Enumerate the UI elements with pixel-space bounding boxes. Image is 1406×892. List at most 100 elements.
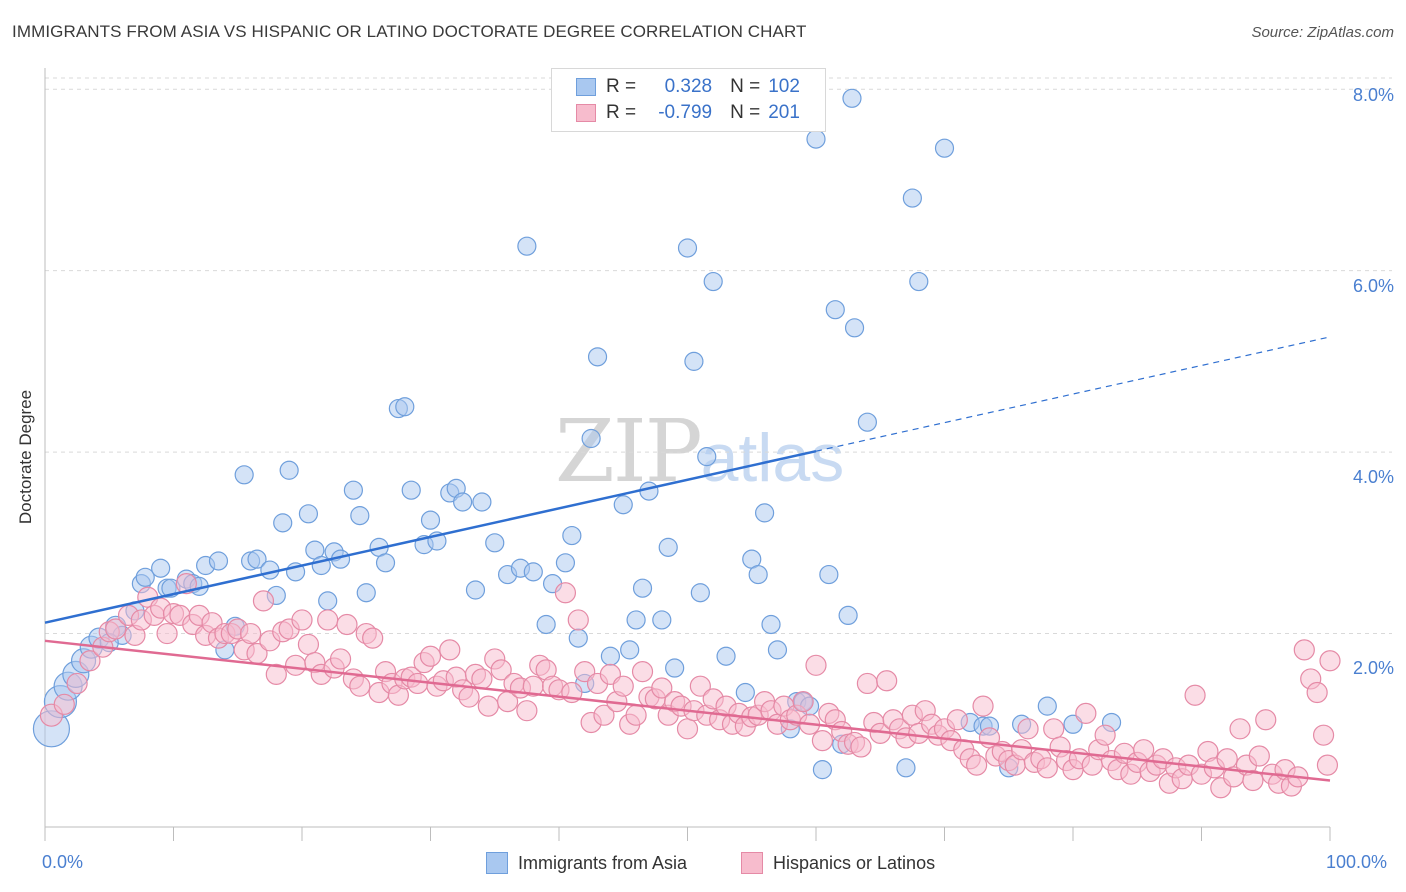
data-point-hispanic (1094, 724, 1116, 746)
legend-r-value: 0.328 (664, 76, 713, 97)
data-point-hispanic (631, 661, 654, 683)
data-point-asia (343, 480, 363, 500)
legend-n-label: N = (730, 76, 761, 97)
data-point-hispanic (1043, 718, 1065, 740)
data-point-hispanic (1319, 650, 1341, 672)
data-point-hispanic (850, 736, 872, 758)
chart-title: IMMIGRANTS FROM ASIA VS HISPANIC OR LATI… (12, 22, 807, 41)
data-point-asia (485, 533, 505, 553)
data-point-asia (298, 504, 319, 524)
data-point-asia (420, 510, 441, 530)
data-point-asia (273, 513, 293, 533)
data-point-asia (697, 447, 717, 467)
legend-swatch-hispanic (741, 852, 763, 874)
y-tick-label-6: 6.0% (1352, 276, 1394, 296)
data-point-asia (838, 605, 858, 626)
data-point-asia (234, 465, 254, 485)
data-point-asia (581, 428, 601, 449)
data-point-hispanic (1312, 724, 1335, 746)
data-point-asia (761, 614, 781, 635)
data-point-asia (247, 549, 267, 569)
data-point-asia (555, 553, 576, 573)
data-point-hispanic (156, 622, 178, 645)
data-point-hispanic (252, 590, 275, 612)
legend-label-asia: Immigrants from Asia (518, 852, 688, 873)
data-point-hispanic (105, 618, 127, 640)
data-point-asia (318, 591, 338, 611)
legend-row-hispanic: R = -0.799 N = 201 (576, 100, 818, 126)
data-point-asia (934, 138, 955, 158)
data-point-hispanic (1255, 709, 1277, 731)
data-point-hispanic (856, 672, 879, 695)
data-point-asia (401, 480, 421, 500)
trend-line-asia-extension (815, 336, 1331, 452)
data-point-hispanic (297, 633, 320, 656)
data-point-asia (208, 551, 229, 571)
legend-item-hispanic[interactable]: Hispanics or Latinos (741, 852, 935, 874)
data-point-hispanic (265, 663, 287, 685)
data-point-asia (356, 583, 376, 603)
data-point-asia (748, 564, 768, 585)
data-point-asia (665, 658, 685, 678)
stats-legend: R = 0.328 N = 102 R = -0.799 N = 201 (551, 68, 826, 132)
data-point-hispanic (1293, 639, 1315, 661)
data-point-asia (754, 503, 775, 523)
data-point-hispanic (972, 695, 994, 717)
data-point-hispanic (946, 709, 968, 731)
data-point-asia (767, 640, 788, 660)
data-point-hispanic (240, 622, 262, 645)
data-point-hispanic (362, 627, 384, 649)
data-point-asia (517, 236, 537, 256)
data-point-asia (472, 492, 492, 512)
data-point-asia (806, 129, 826, 149)
data-point-hispanic (419, 645, 442, 667)
legend-n-value: 201 (768, 102, 800, 123)
data-point-hispanic (1316, 754, 1339, 776)
data-point-hispanic (477, 695, 499, 717)
legend-r-label: R = (606, 76, 637, 97)
data-point-asia (375, 553, 396, 573)
data-point-asia (857, 412, 878, 432)
data-point-hispanic (1216, 748, 1238, 770)
x-tick-label-max: 100.0% (1326, 852, 1388, 872)
legend-label-hispanic: Hispanics or Latinos (773, 852, 936, 873)
data-point-asia (735, 682, 755, 703)
data-point-hispanic (439, 639, 461, 661)
data-point-asia (1037, 696, 1057, 716)
data-point-asia (613, 495, 633, 515)
data-point-hispanic (1184, 684, 1206, 706)
legend-item-asia[interactable]: Immigrants from Asia (486, 852, 687, 874)
data-point-asia (825, 300, 845, 320)
trend-line-hispanic (44, 639, 1331, 782)
data-point-hispanic (1017, 718, 1039, 740)
data-point-hispanic (567, 609, 589, 631)
data-point-hispanic (317, 609, 339, 631)
legend-n-label: N = (730, 102, 761, 123)
data-point-hispanic (689, 675, 711, 697)
data-point-asia (684, 351, 704, 371)
watermark: ZIPatlas (555, 402, 844, 502)
data-point-asia (909, 271, 929, 292)
data-point-hispanic (175, 573, 197, 595)
data-point-asia (562, 525, 582, 546)
data-point-asia (568, 628, 588, 648)
data-point-asia (677, 238, 698, 258)
data-point-hispanic (284, 654, 307, 676)
data-point-hispanic (554, 582, 577, 604)
data-point-asia (812, 760, 833, 780)
data-point-asia (465, 580, 486, 600)
legend-r-label: R = (606, 102, 637, 123)
x-tick-label-min: 0.0% (42, 852, 84, 872)
data-point-hispanic (966, 754, 988, 776)
data-point-asia (626, 610, 646, 630)
data-point-asia (620, 640, 640, 660)
data-point-asia (716, 646, 736, 666)
data-point-asia (523, 562, 543, 582)
data-point-hispanic (516, 700, 538, 722)
data-point-hispanic (349, 675, 371, 697)
data-point-hispanic (407, 672, 429, 695)
data-point-hispanic (612, 675, 634, 697)
data-point-hispanic (1010, 739, 1033, 761)
data-point-asia (632, 578, 653, 598)
